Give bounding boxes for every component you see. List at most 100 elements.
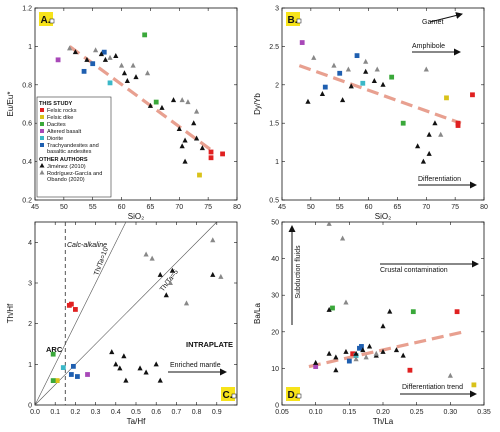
panel-a-point-jimenez bbox=[72, 49, 78, 55]
legend-swatch-felsic-rocks bbox=[40, 108, 44, 112]
legend-marker-jimenez bbox=[39, 163, 45, 168]
legend-this-study: THIS STUDY bbox=[39, 101, 73, 107]
panel-d-trend-line bbox=[308, 330, 465, 369]
panel-b-point-jimenez bbox=[348, 83, 354, 89]
panel-a-point-rodriguez bbox=[67, 45, 73, 51]
panel-b-xtick-label: 80 bbox=[480, 204, 488, 211]
panel-b-point-trachyandesites bbox=[322, 84, 328, 90]
legend-swatch-dacites bbox=[40, 122, 44, 126]
panel-c-xtick-label: 0.1 bbox=[50, 409, 60, 416]
panel-a-ytick-label: 0.6 bbox=[22, 121, 32, 128]
panel-d-badge-bg bbox=[286, 387, 300, 401]
panel-a-point-jimenez bbox=[84, 56, 90, 62]
panel-c-point-altered-basalt bbox=[85, 372, 90, 377]
panel-d-point-rodriguez bbox=[363, 354, 369, 360]
panel-a-point-trachyandesites bbox=[81, 68, 87, 74]
panel-c-point-rodriguez bbox=[149, 255, 155, 261]
panel-c-point-jimenez bbox=[117, 365, 123, 371]
panel-c-point-diorite bbox=[60, 365, 66, 370]
panel-a-point-rodriguez bbox=[93, 47, 99, 53]
panel-b-badge: B. bbox=[288, 15, 298, 26]
panel-d-point-jimenez bbox=[333, 354, 339, 360]
panel-c-xtick-label: 0.2 bbox=[71, 409, 81, 416]
panel-a-ytick-label: 0.2 bbox=[22, 198, 32, 205]
panel-a-xtick-label: 70 bbox=[175, 204, 183, 211]
panel-a-ylabel: Eu/Eu* bbox=[6, 92, 15, 117]
panel-a-point-jimenez bbox=[182, 137, 188, 143]
panel-c-point-jimenez bbox=[157, 377, 163, 383]
legend-box bbox=[36, 96, 112, 198]
panel-c-xtick-label: 0.8 bbox=[192, 409, 202, 416]
panel-a-xtick-label: 55 bbox=[89, 204, 97, 211]
panel-a-point-jimenez bbox=[159, 104, 165, 110]
panel-b-point-trachyandesites bbox=[337, 70, 343, 76]
panel-c-point-felsic-rocks bbox=[68, 301, 74, 307]
panel-b-point-felsic-dike bbox=[444, 95, 449, 101]
panel-b-xtick-label: 60 bbox=[365, 204, 373, 211]
panel-d-point-trachyandesites bbox=[346, 358, 352, 364]
panel-b-frame bbox=[281, 7, 485, 201]
panel-b-point-jimenez bbox=[380, 81, 386, 87]
panel-b-point-felsic-rocks bbox=[470, 92, 475, 98]
panel-d-point-jimenez bbox=[366, 343, 373, 349]
panel-a-point-felsic-rocks bbox=[220, 151, 225, 157]
legend: THIS STUDY Felsic rocks Felsic dike Daci… bbox=[36, 96, 112, 198]
panel-c-ytick-label: 1 bbox=[28, 362, 32, 369]
panel-c-xtick-label: 0.5 bbox=[131, 409, 141, 416]
annotation-enriched-mantle: Enriched mantle bbox=[170, 362, 221, 369]
panel-b-point-jimenez bbox=[426, 131, 432, 137]
panel-b-point-jimenez bbox=[305, 98, 311, 104]
panel-b-point-jimenez bbox=[319, 91, 325, 97]
panel-a-point-jimenez bbox=[176, 125, 182, 131]
legend-swatch-diorite bbox=[40, 136, 44, 140]
panel-b-ytick-label: 1 bbox=[275, 159, 279, 166]
panel-b-xtick-label: 65 bbox=[394, 204, 402, 211]
panel-c-point-jimenez bbox=[210, 271, 216, 277]
panel-d-ytick-label: 10 bbox=[271, 366, 279, 373]
panel-d-ytick-label: 30 bbox=[271, 293, 279, 300]
panel-c-xtick-label: 0.3 bbox=[91, 409, 101, 416]
panel-a-point-rodriguez bbox=[179, 97, 185, 103]
panel-d-point-felsic-dike bbox=[471, 382, 477, 388]
panel-c-ytick-label: 2 bbox=[28, 321, 32, 328]
panel-b-point-rodriguez bbox=[374, 66, 380, 72]
panel-c-point-jimenez bbox=[123, 377, 129, 383]
panel-c-badge-box bbox=[231, 393, 237, 399]
panel-b-point-altered-basalt bbox=[299, 40, 305, 45]
panel-d-ytick-label: 20 bbox=[271, 329, 279, 336]
panel-a-point-jimenez bbox=[194, 135, 200, 141]
panel-a-point-jimenez bbox=[147, 102, 154, 108]
panel-c-point-rodriguez bbox=[210, 237, 216, 243]
panel-c-point-felsic-rocks bbox=[73, 307, 78, 312]
panel-d-point-jimenez bbox=[333, 367, 339, 373]
legend-altered-basalt: Altered basalt bbox=[47, 129, 82, 135]
panel-d-point-jimenez bbox=[326, 350, 332, 356]
panel-a-point-jimenez bbox=[98, 51, 104, 57]
panel-c-xtick-label: 0.6 bbox=[151, 409, 161, 416]
panel-c-ylabel: Th/Hf bbox=[6, 303, 15, 323]
panel-c-ytick-label: 4 bbox=[28, 240, 32, 247]
annotation-calc-alkaline: Calc-alkaline bbox=[67, 242, 107, 249]
panel-a-point-dacites bbox=[153, 99, 159, 105]
panel-b-xtick-label: 50 bbox=[307, 204, 315, 211]
panel-a-ytick-label: 0.4 bbox=[22, 159, 32, 166]
panel-b-point-felsic-rocks bbox=[455, 120, 461, 126]
panel-c-point-dacites bbox=[50, 378, 56, 383]
panel-d-xtick-label: 0.05 bbox=[275, 409, 289, 416]
panel-c-frame bbox=[34, 221, 238, 406]
panel-b-point-jimenez bbox=[415, 143, 421, 149]
panel-d-point-jimenez bbox=[360, 347, 366, 353]
panel-a-point-dacites bbox=[142, 32, 148, 38]
panel-b-ytick-label: 1.5 bbox=[269, 121, 279, 128]
annotation-arc: ARC bbox=[46, 345, 63, 354]
legend-swatch-trachyandesites bbox=[40, 143, 44, 147]
panel-b-point-trachyandesites bbox=[354, 53, 360, 59]
panel-d-xtick-label: 0.35 bbox=[477, 409, 491, 416]
panel-a-point-rodriguez bbox=[118, 62, 125, 68]
panel-d-xtick-label: 0.10 bbox=[309, 409, 323, 416]
panel-c-point-jimenez bbox=[137, 365, 143, 371]
panel-d-point-rodriguez bbox=[373, 350, 379, 356]
panel-c-point-jimenez bbox=[169, 267, 175, 273]
panel-c-xtick-label: 0.9 bbox=[212, 409, 222, 416]
